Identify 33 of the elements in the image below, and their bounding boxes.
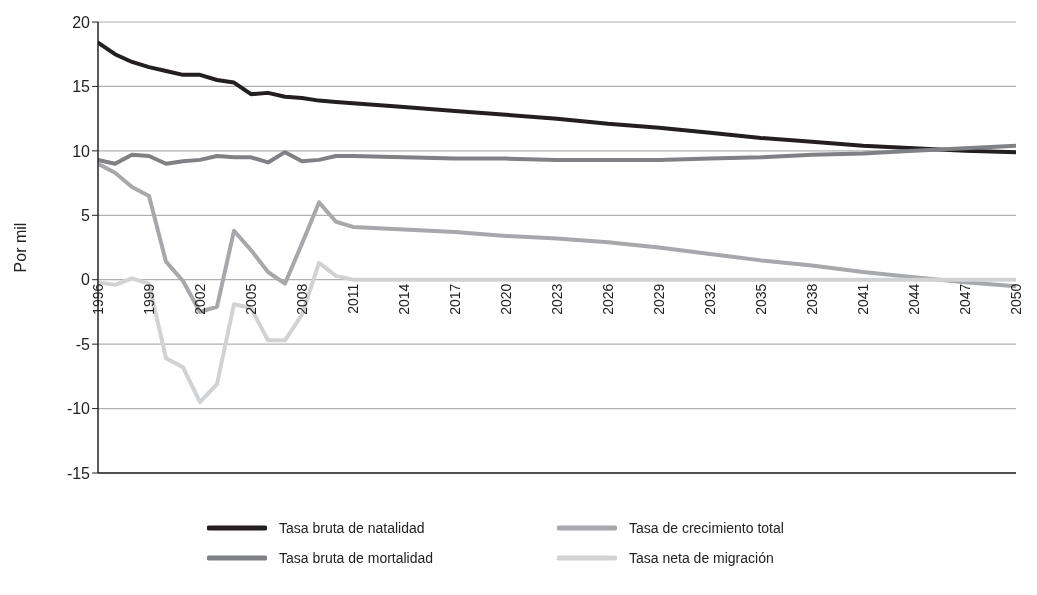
y-tick-label: 0 xyxy=(81,271,91,289)
x-tick-label: 2026 xyxy=(600,283,616,315)
x-tick-label: 2020 xyxy=(498,283,514,315)
x-tick-label: 2017 xyxy=(447,283,463,315)
y-tick-label: 10 xyxy=(72,142,91,160)
x-tick-label: 2008 xyxy=(294,283,310,315)
legend-label: Tasa bruta de mortalidad xyxy=(279,550,434,566)
x-tick-label: 2005 xyxy=(243,283,259,315)
x-tick-label: 2050 xyxy=(1008,283,1024,315)
x-tick-label: 2029 xyxy=(651,283,667,315)
x-tick-label: 2002 xyxy=(192,283,208,315)
x-tick-label: 2035 xyxy=(753,283,769,315)
y-tick-label: -10 xyxy=(66,400,91,418)
x-tick-label: 2041 xyxy=(855,283,871,315)
line-series xyxy=(98,143,1016,166)
x-tick-label: 2032 xyxy=(702,283,718,315)
legend-label: Tasa bruta de natalidad xyxy=(279,520,425,536)
x-tick-label: 2038 xyxy=(804,283,820,315)
x-tick-label: 2011 xyxy=(345,283,361,314)
x-tick-label: 2014 xyxy=(396,283,412,315)
x-tick-label: 1996 xyxy=(90,283,106,315)
x-tick-label: 1999 xyxy=(141,283,157,315)
y-tick-label: 15 xyxy=(72,78,91,96)
legend-label: Tasa neta de migración xyxy=(629,550,774,566)
y-tick-label: -5 xyxy=(75,335,91,353)
x-tick-label: 2023 xyxy=(549,283,565,315)
y-tick-label: 20 xyxy=(72,13,91,31)
y-tick-label: -15 xyxy=(66,464,91,482)
y-tick-label: 5 xyxy=(81,206,91,224)
x-tick-label: 2047 xyxy=(957,283,973,315)
y-axis-title: Por mil xyxy=(11,222,29,273)
x-tick-label: 2044 xyxy=(906,283,922,315)
legend-label: Tasa de crecimiento total xyxy=(629,520,784,536)
